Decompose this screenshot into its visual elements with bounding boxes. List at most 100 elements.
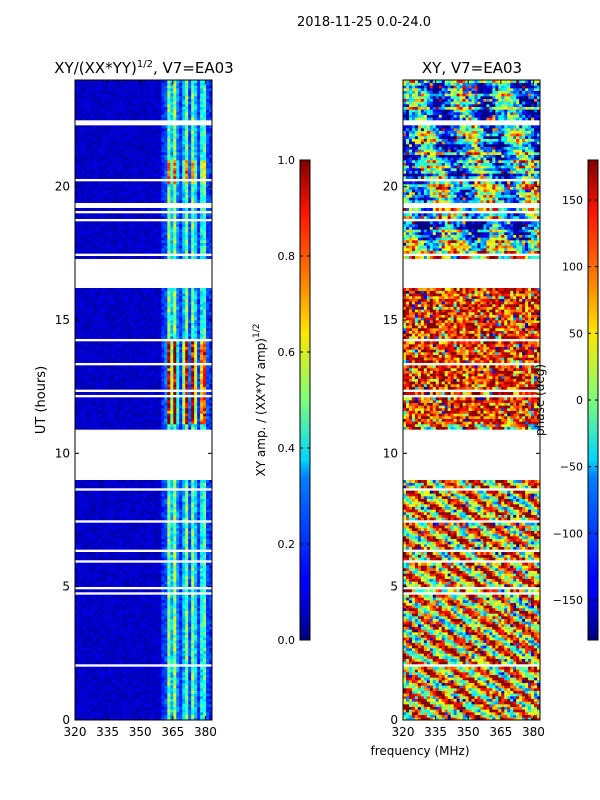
heatmap-cell xyxy=(86,608,91,611)
heatmap-cell xyxy=(110,424,115,427)
heatmap-cell xyxy=(131,682,135,686)
heatmap-cell xyxy=(179,421,183,425)
heatmap-cell xyxy=(101,498,106,502)
heatmap-cell xyxy=(152,613,156,617)
heatmap-cell xyxy=(149,645,153,649)
heatmap-cell xyxy=(92,410,97,414)
heatmap-cell xyxy=(122,493,127,497)
heatmap-cell xyxy=(176,408,180,411)
heatmap-cell xyxy=(75,528,79,531)
heatmap-cell xyxy=(75,376,79,379)
heatmap-cell xyxy=(191,552,195,555)
heatmap-cell xyxy=(75,490,79,494)
heatmap-cell xyxy=(143,605,147,609)
heatmap-cell xyxy=(98,408,103,411)
heatmap-cell xyxy=(77,680,82,683)
heatmap-cell xyxy=(122,594,127,598)
heatmap-cell xyxy=(164,712,168,715)
heatmap-cell xyxy=(128,509,132,513)
heatmap-cell xyxy=(140,426,144,430)
heatmap-cell xyxy=(197,552,201,555)
heatmap-cell xyxy=(152,704,156,707)
heatmap-cell xyxy=(122,573,127,577)
heatmap-cell xyxy=(89,400,94,403)
heatmap-cell xyxy=(116,709,121,713)
heatmap-cell xyxy=(77,653,82,657)
heatmap-cell xyxy=(179,410,183,414)
heatmap-cell xyxy=(191,544,195,547)
heatmap-cell xyxy=(80,538,85,542)
heatmap-cell xyxy=(146,709,150,713)
heatmap-cell xyxy=(113,424,118,427)
heatmap-cell xyxy=(116,658,121,662)
heatmap-cell xyxy=(80,602,85,606)
heatmap-row xyxy=(75,376,213,379)
heatmap-cell xyxy=(92,504,97,507)
heatmap-cell xyxy=(110,712,115,715)
heatmap-cell xyxy=(134,384,138,387)
heatmap-cell xyxy=(200,597,204,601)
heatmap-cell xyxy=(161,426,165,430)
heatmap-cell xyxy=(125,618,130,622)
heatmap-cell xyxy=(143,621,147,625)
heatmap-cell xyxy=(116,600,121,603)
heatmap-cell xyxy=(191,570,195,574)
heatmap-cell xyxy=(122,584,127,587)
heatmap-cell xyxy=(146,421,150,425)
heatmap-cell xyxy=(104,493,109,497)
heatmap-cell xyxy=(119,562,124,566)
heatmap-cell xyxy=(140,498,144,502)
heatmap-cell xyxy=(83,485,88,489)
heatmap-cell xyxy=(92,421,97,425)
heatmap-cell xyxy=(140,605,144,609)
heatmap-row xyxy=(75,568,213,571)
heatmap-cell xyxy=(131,506,135,510)
heatmap-cell xyxy=(86,485,91,489)
heatmap-cell xyxy=(164,706,168,710)
heatmap-cell xyxy=(179,637,183,641)
heatmap-cell xyxy=(155,688,159,691)
heatmap-cell xyxy=(116,698,121,702)
heatmap-cell xyxy=(137,701,141,705)
heatmap-cell xyxy=(110,565,115,569)
heatmap-cell xyxy=(119,480,124,483)
heatmap-cell xyxy=(194,600,198,603)
heatmap-cell xyxy=(149,541,153,545)
heatmap-cell xyxy=(104,413,109,417)
heatmap-cell xyxy=(143,709,147,713)
heatmap-cell xyxy=(80,408,85,411)
heatmap-cell xyxy=(209,658,213,662)
heatmap-cell xyxy=(164,698,168,702)
heatmap-cell xyxy=(191,533,195,537)
heatmap-cell xyxy=(107,682,112,686)
heatmap-cell xyxy=(200,496,204,499)
heatmap-cell xyxy=(104,370,109,374)
heatmap-cell xyxy=(89,424,94,427)
heatmap-cell xyxy=(119,514,124,518)
heatmap-cell xyxy=(77,632,82,635)
heatmap-cell xyxy=(95,597,100,601)
heatmap-cell xyxy=(182,378,186,382)
heatmap-cell xyxy=(155,690,159,694)
heatmap-cell xyxy=(140,485,144,489)
heatmap-cell xyxy=(158,589,162,593)
heatmap-cell xyxy=(173,365,177,369)
heatmap-cell xyxy=(131,392,135,395)
heatmap-cell xyxy=(158,482,162,486)
heatmap-cell xyxy=(140,424,144,427)
heatmap-cell xyxy=(200,669,204,673)
heatmap-cell xyxy=(110,605,115,609)
heatmap-cell xyxy=(182,685,186,689)
heatmap-cell xyxy=(122,653,127,657)
heatmap-cell xyxy=(185,501,189,505)
heatmap-cell xyxy=(200,629,204,633)
heatmap-cell xyxy=(113,589,118,593)
heatmap-cell xyxy=(125,701,130,705)
heatmap-cell xyxy=(143,365,147,369)
heatmap-cell xyxy=(125,421,130,425)
heatmap-cell xyxy=(167,672,171,675)
heatmap-cell xyxy=(110,581,115,585)
heatmap-cell xyxy=(203,506,207,510)
heatmap-cell xyxy=(137,709,141,713)
heatmap-cell xyxy=(80,597,85,601)
